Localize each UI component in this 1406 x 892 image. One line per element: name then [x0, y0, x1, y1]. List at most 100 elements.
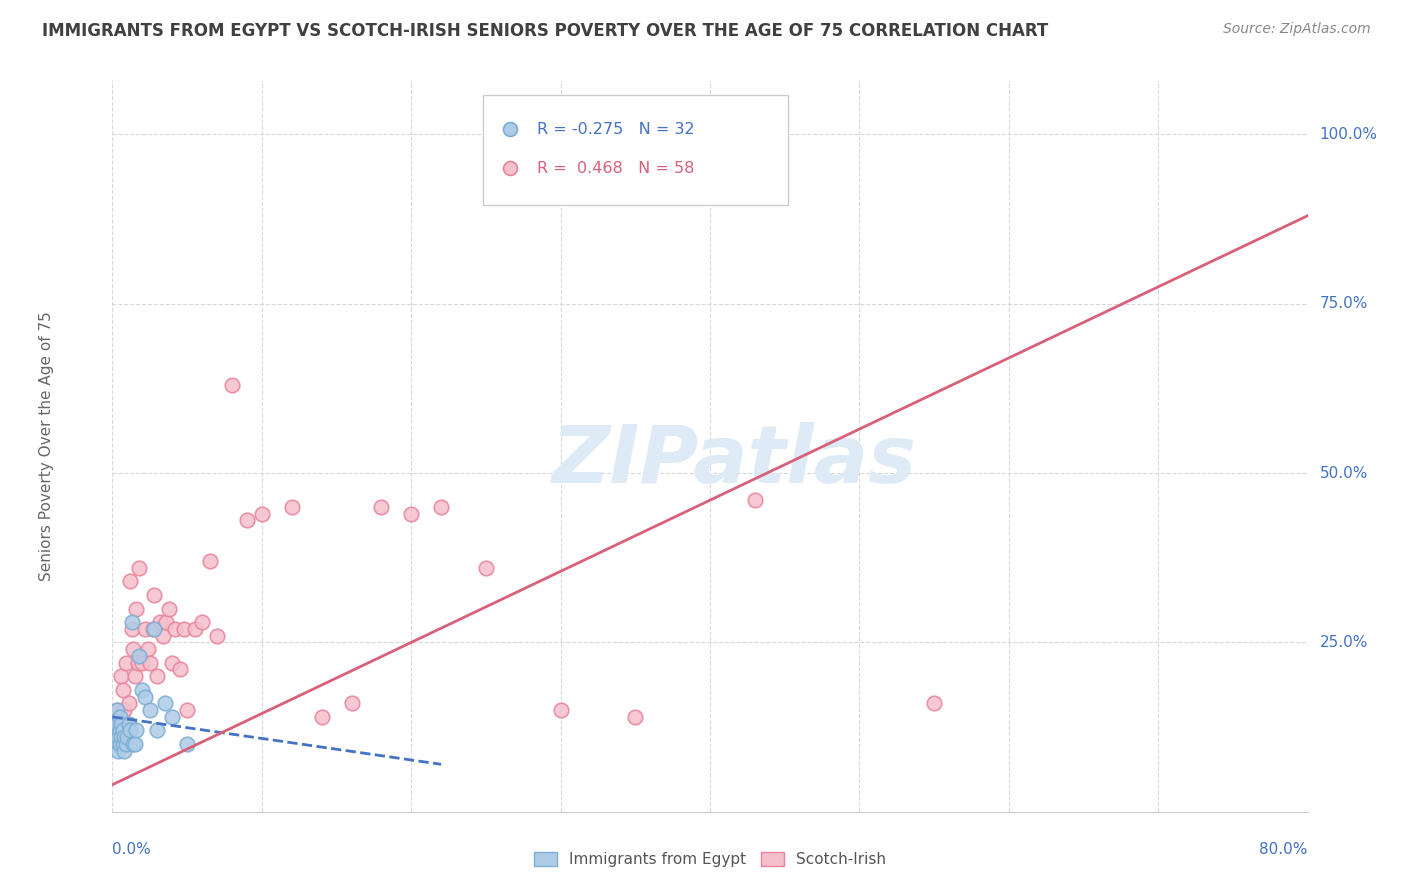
Point	[142, 622, 165, 636]
Point	[131, 682, 153, 697]
Point	[124, 737, 146, 751]
Point	[110, 716, 132, 731]
Point	[105, 703, 128, 717]
Point	[104, 737, 127, 751]
Point	[205, 629, 228, 643]
Point	[104, 737, 127, 751]
Point	[143, 588, 166, 602]
Point	[131, 656, 153, 670]
Point	[108, 710, 131, 724]
Point	[121, 622, 143, 636]
Point	[110, 730, 132, 744]
Point	[120, 574, 142, 589]
Point	[103, 723, 125, 738]
Point	[117, 730, 139, 744]
Point	[125, 601, 148, 615]
Point	[475, 561, 498, 575]
Text: 25.0%: 25.0%	[1320, 635, 1368, 650]
Point	[430, 500, 453, 514]
Point	[105, 716, 128, 731]
Point	[311, 710, 333, 724]
Point	[114, 730, 135, 744]
Point	[143, 622, 166, 636]
Point	[134, 622, 156, 636]
Point	[176, 737, 198, 751]
Point	[153, 697, 176, 711]
Point	[128, 561, 150, 575]
Point	[176, 703, 198, 717]
Point	[108, 723, 131, 738]
Point	[105, 703, 128, 717]
Text: R =  0.468   N = 58: R = 0.468 N = 58	[537, 161, 695, 176]
Point	[198, 554, 221, 568]
Point	[138, 642, 160, 657]
Text: R = -0.275   N = 32: R = -0.275 N = 32	[537, 122, 695, 136]
Point	[110, 730, 132, 744]
Point	[111, 716, 134, 731]
Point	[115, 737, 138, 751]
Point	[281, 500, 304, 514]
Point	[134, 690, 156, 704]
Point	[111, 737, 134, 751]
Point	[128, 648, 150, 663]
Point	[108, 723, 131, 738]
Point	[250, 507, 273, 521]
Text: 0.0%: 0.0%	[112, 842, 152, 857]
Point	[146, 723, 169, 738]
Point	[117, 716, 139, 731]
Point	[114, 744, 135, 758]
Point	[118, 697, 141, 711]
Point	[162, 656, 183, 670]
Point	[599, 173, 621, 187]
Point	[157, 601, 180, 615]
Point	[107, 716, 129, 731]
Point	[624, 710, 647, 724]
Point	[922, 697, 945, 711]
Point	[125, 723, 148, 738]
Point	[149, 615, 172, 629]
Point	[105, 723, 128, 738]
Point	[173, 622, 195, 636]
Text: 50.0%: 50.0%	[1320, 466, 1368, 481]
Point	[550, 703, 572, 717]
Text: Source: ZipAtlas.com: Source: ZipAtlas.com	[1223, 22, 1371, 37]
Text: 100.0%: 100.0%	[1320, 127, 1378, 142]
Text: 80.0%: 80.0%	[1260, 842, 1308, 857]
Point	[221, 378, 243, 392]
Point	[340, 697, 363, 711]
Point	[401, 507, 423, 521]
Point	[118, 716, 141, 731]
Point	[110, 669, 132, 683]
Legend: Immigrants from Egypt, Scotch-Irish: Immigrants from Egypt, Scotch-Irish	[527, 847, 893, 873]
Point	[152, 629, 174, 643]
Point	[103, 723, 125, 738]
Point	[104, 710, 127, 724]
Point	[122, 642, 145, 657]
Point	[114, 703, 135, 717]
Point	[124, 669, 146, 683]
Point	[139, 656, 162, 670]
Text: Seniors Poverty Over the Age of 75: Seniors Poverty Over the Age of 75	[39, 311, 55, 581]
Point	[108, 737, 131, 751]
Point	[155, 615, 177, 629]
Point	[127, 656, 149, 670]
Point	[191, 615, 214, 629]
Point	[120, 723, 142, 738]
Point	[122, 737, 145, 751]
Point	[139, 703, 162, 717]
Point	[744, 493, 766, 508]
Point	[111, 682, 134, 697]
Point	[121, 615, 143, 629]
Text: 75.0%: 75.0%	[1320, 296, 1368, 311]
Point	[599, 209, 621, 223]
Point	[107, 744, 129, 758]
Point	[183, 622, 205, 636]
Point	[107, 730, 129, 744]
Text: ZIPatlas: ZIPatlas	[551, 422, 917, 500]
Point	[370, 500, 392, 514]
Text: IMMIGRANTS FROM EGYPT VS SCOTCH-IRISH SENIORS POVERTY OVER THE AGE OF 75 CORRELA: IMMIGRANTS FROM EGYPT VS SCOTCH-IRISH SE…	[42, 22, 1049, 40]
Point	[108, 710, 131, 724]
Point	[169, 663, 191, 677]
Point	[111, 723, 134, 738]
Point	[165, 622, 187, 636]
